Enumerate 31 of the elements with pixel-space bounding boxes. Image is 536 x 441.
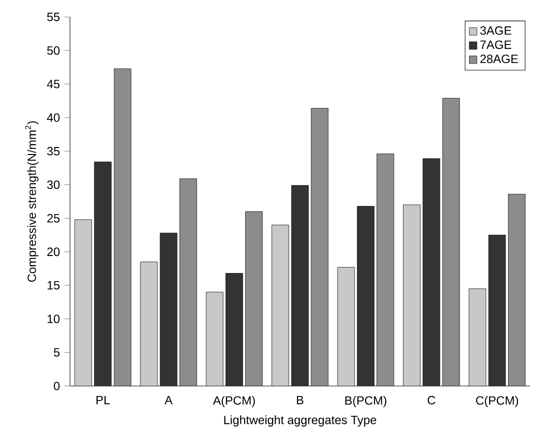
x-tick-label: A(PCM) [212, 396, 255, 408]
legend-label: 28AGE [480, 54, 518, 64]
x-tick-label: A [164, 396, 173, 404]
y-tick-label: 50 [47, 46, 60, 55]
y-axis-title: Compressive strength(N/mm$^{2}$) [25, 121, 38, 282]
legend-label: 3AGE [480, 26, 512, 35]
bar [206, 292, 224, 386]
x-tick-label: C [428, 396, 436, 404]
bar [272, 224, 289, 386]
y-tick-label: 35 [47, 146, 60, 156]
y-tick-label: 0 [54, 382, 60, 390]
y-tick-label: 30 [47, 180, 60, 189]
bar [140, 262, 158, 386]
x-axis-title: Lightweight aggregates Type [224, 415, 376, 427]
y-tick-label: 55 [47, 12, 60, 22]
bar [338, 267, 355, 386]
y-tick-label: 20 [47, 248, 60, 256]
y-tick-label: 40 [46, 113, 60, 122]
x-tick-label: B(PCM) [345, 396, 386, 408]
y-tick-label: 45 [46, 80, 60, 88]
y-tick-label: 15 [48, 281, 60, 290]
x-tick-label: PL [96, 396, 110, 404]
bar [74, 220, 92, 386]
x-tick-label: C(PCM) [476, 396, 518, 408]
y-tick-label: 25 [47, 214, 60, 223]
y-tick-label: 5 [54, 348, 60, 357]
x-tick-label: B [296, 396, 304, 404]
bar [468, 288, 486, 386]
legend-label: 7AGE [480, 40, 512, 49]
y-tick-label: 10 [48, 314, 60, 324]
bar [403, 204, 420, 386]
